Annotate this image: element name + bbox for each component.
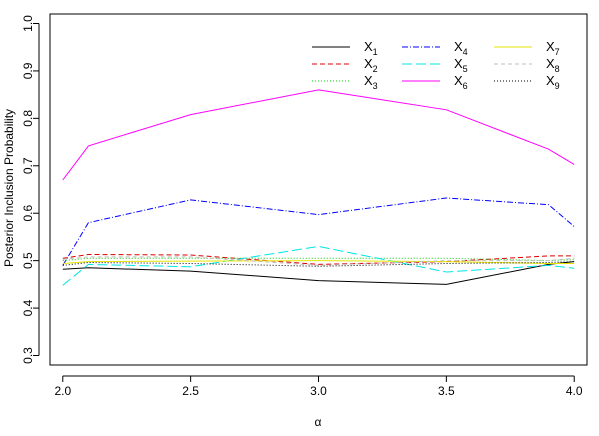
legend-label: X7 (546, 39, 560, 57)
legend-item-x2: X2 (312, 56, 378, 74)
x-tick-label: 3.5 (438, 384, 455, 398)
legend-label: X1 (364, 39, 378, 57)
y-tick-label: 0.7 (21, 157, 35, 174)
x-tick-label: 2.0 (54, 384, 71, 398)
legend-label: X4 (454, 39, 468, 57)
legend-item-x3: X3 (312, 73, 378, 91)
y-tick-label: 0.3 (21, 347, 35, 364)
series-line-x7 (62, 260, 575, 264)
y-tick-label: 1.0 (21, 15, 35, 32)
y-tick-label: 0.5 (21, 252, 35, 269)
series-line-x2 (62, 253, 575, 265)
series-line-x4 (62, 197, 575, 266)
legend-label: X6 (454, 73, 468, 91)
series-layer (62, 89, 575, 286)
y-tick-label: 0.9 (21, 62, 35, 79)
y-axis-label: Posterior Inclusion Probability (2, 109, 16, 267)
legend-item-x1: X1 (312, 39, 378, 57)
x-axis-label: α (315, 415, 322, 429)
y-axis: 0.3 0.4 0.5 0.6 0.7 0.8 0.9 1.0 (21, 15, 40, 364)
legend-item-x4: X4 (402, 39, 468, 57)
series-line-x1 (62, 261, 575, 285)
legend-item-x9: X9 (494, 73, 560, 91)
plot-frame (49, 13, 588, 366)
legend-label: X3 (364, 73, 378, 91)
series-line-x9 (62, 261, 575, 267)
series-line-x3 (62, 257, 575, 262)
x-tick-label: 3.0 (310, 384, 327, 398)
legend-item-x6: X6 (402, 73, 468, 91)
series-line-x5 (62, 245, 575, 286)
series-line-x8 (62, 256, 575, 266)
series-line-x6 (62, 89, 575, 181)
legend-label: X2 (364, 56, 378, 74)
y-tick-label: 0.4 (21, 299, 35, 316)
x-tick-label: 4.0 (566, 384, 583, 398)
legend-label: X8 (546, 56, 560, 74)
legend-label: X9 (546, 73, 560, 91)
y-tick-label: 0.6 (21, 205, 35, 222)
x-tick-label: 2.5 (182, 384, 199, 398)
x-axis: 2.0 2.5 3.0 3.5 4.0 (54, 375, 583, 398)
y-tick-label: 0.8 (21, 110, 35, 127)
legend-item-x7: X7 (494, 39, 560, 57)
legend-item-x8: X8 (494, 56, 560, 74)
legend-item-x5: X5 (402, 56, 468, 74)
legend-label: X5 (454, 56, 468, 74)
